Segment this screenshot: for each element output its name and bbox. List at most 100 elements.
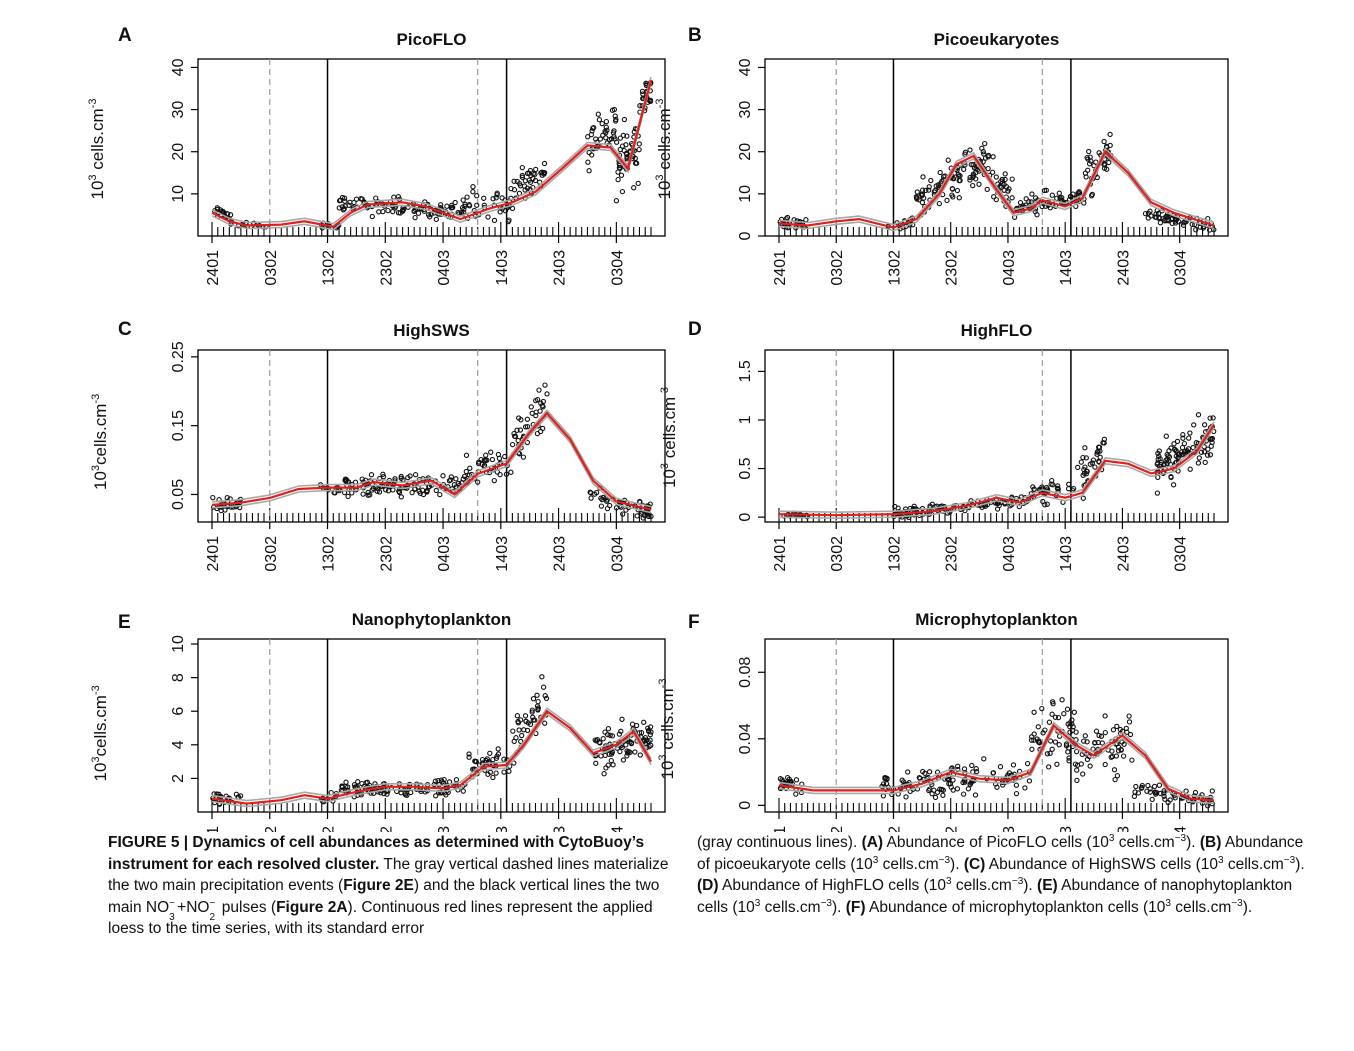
data-point (432, 778, 439, 784)
data-point (955, 763, 961, 769)
data-point (627, 749, 633, 756)
data-point (522, 178, 528, 184)
data-point (1047, 750, 1053, 756)
data-point (1120, 753, 1127, 759)
data-point (527, 179, 534, 185)
data-point (604, 497, 610, 503)
data-point (390, 208, 396, 215)
data-point (400, 206, 407, 213)
data-point (1026, 778, 1033, 784)
data-point (1102, 761, 1108, 768)
data-point (1107, 131, 1113, 138)
data-point (1074, 762, 1081, 768)
data-point (438, 202, 444, 208)
data-point (515, 720, 522, 726)
data-point (603, 118, 610, 125)
data-point (998, 184, 1004, 191)
data-point (482, 457, 489, 463)
data-point (470, 184, 476, 190)
data-point (1205, 803, 1211, 809)
data-point (448, 474, 454, 480)
data-point (601, 771, 607, 777)
data-point (999, 176, 1005, 183)
panel-letter: E (118, 612, 131, 633)
data-point (1193, 227, 1199, 233)
data-point (508, 469, 514, 475)
data-point (990, 770, 997, 776)
data-point (962, 149, 969, 155)
data-point (926, 187, 932, 193)
data-point (474, 202, 480, 208)
data-point (433, 793, 439, 799)
data-point (1180, 432, 1186, 438)
data-point (1041, 187, 1048, 194)
data-point (1096, 444, 1102, 450)
data-point (506, 217, 512, 223)
data-point (1090, 457, 1097, 463)
loess-line (211, 79, 653, 228)
x-tick-label: 0304 (1173, 250, 1190, 286)
loess-line (778, 149, 1215, 229)
data-point (613, 198, 620, 204)
data-point (1092, 740, 1098, 746)
chart-panel-d: D HighFLO 103 cells.cm-3 0 0.5 1 1.5 2401 0302 13… (659, 319, 1229, 572)
data-point (542, 720, 548, 726)
data-point (501, 769, 507, 775)
data-point (532, 171, 538, 177)
x-tick-label: 0302 (829, 536, 846, 572)
data-point (1168, 445, 1174, 451)
caption-ref-figure-2e[interactable]: Figure 2E (343, 877, 414, 894)
caption-ref-figure-2a[interactable]: Figure 2A (276, 898, 348, 916)
data-point (590, 125, 596, 131)
data-point (1094, 451, 1100, 457)
data-point (1109, 753, 1116, 760)
data-point (1048, 481, 1054, 487)
data-point (1065, 486, 1072, 492)
y-tick-label: 2 (170, 774, 187, 783)
data-point (1043, 484, 1050, 491)
data-point (532, 177, 539, 184)
data-point (514, 713, 521, 719)
data-point (396, 489, 403, 496)
data-point (1101, 440, 1107, 446)
caption-panel-d-label: (D) (697, 877, 719, 894)
data-point (588, 131, 595, 138)
data-point (1039, 705, 1045, 712)
data-point (1110, 727, 1117, 733)
data-point (620, 511, 626, 517)
data-point (529, 707, 535, 713)
data-point (1123, 725, 1129, 732)
data-point (982, 140, 988, 147)
chart-panel-f: F Microphytoplankton 103 cells.cm-3 0 0.04 0.… (657, 610, 1229, 832)
data-point (979, 145, 985, 151)
data-point (528, 404, 534, 410)
data-point (542, 693, 548, 699)
data-point (624, 154, 630, 160)
data-point (609, 733, 616, 739)
data-point (981, 756, 987, 762)
data-point (882, 774, 888, 781)
data-point (602, 752, 608, 759)
x-tick-label: 0304 (1173, 826, 1190, 832)
caption-panel-b-label: (B) (1199, 834, 1222, 851)
data-point (475, 479, 481, 485)
exp: −3 (1174, 832, 1187, 844)
caption-unit: cells.cm (951, 877, 1012, 894)
data-point (1180, 435, 1186, 441)
data-point (514, 178, 520, 185)
data-point (351, 199, 357, 206)
data-point (1155, 450, 1161, 457)
data-point (511, 178, 517, 184)
y-tick-label: 10 (170, 185, 187, 203)
data-point (1085, 167, 1091, 173)
data-point (484, 756, 490, 762)
data-point (519, 732, 525, 739)
caption-panel-c-label: (C) (963, 855, 986, 873)
data-point (1156, 214, 1162, 221)
data-point (503, 471, 510, 477)
data-point (1149, 796, 1155, 803)
chart-panel-e: E Nanophytoplankton 103cells.cm-3 2 4 6 8 10 240… (90, 610, 666, 832)
data-point (499, 195, 505, 201)
data-point (633, 722, 640, 729)
